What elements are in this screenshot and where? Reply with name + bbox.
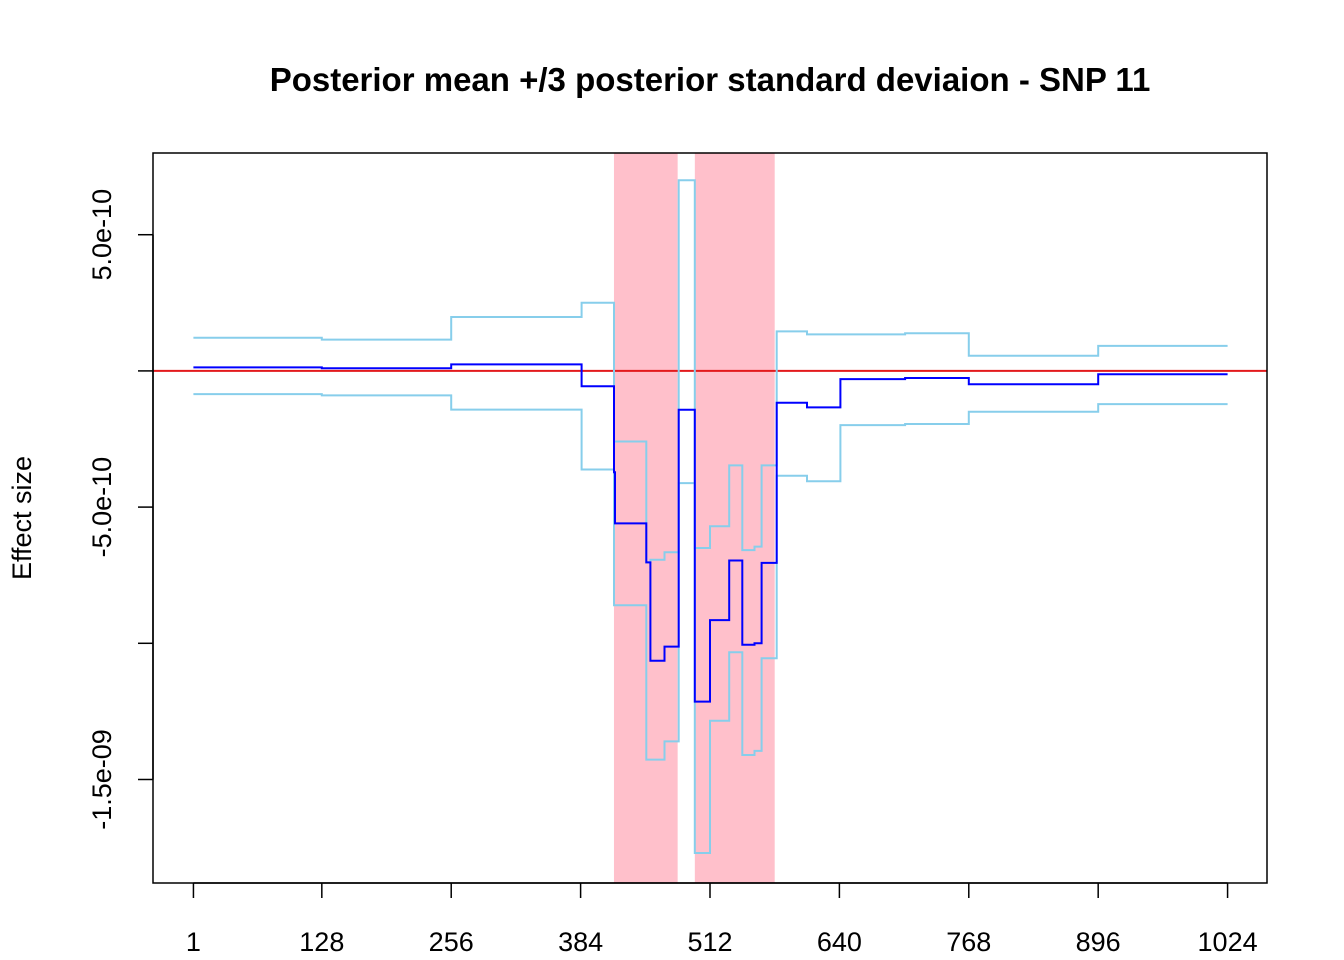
x-tick-label: 896 <box>1076 927 1121 957</box>
x-tick-label: 640 <box>817 927 862 957</box>
highlight-region-2 <box>694 153 775 883</box>
series-line-upper <box>193 179 1228 564</box>
y-axis-label: Effect size <box>7 456 37 580</box>
y-tick-label: -5.0e-10 <box>87 457 117 558</box>
y-tick-label: 5.0e-10 <box>87 189 117 281</box>
chart-title: Posterior mean +/3 posterior standard de… <box>270 61 1151 98</box>
y-axis: 5.0e-10 -5.0e-10 -1.5e-09 <box>87 189 154 830</box>
x-axis: 1 128 256 384 512 640 768 896 1024 <box>186 882 1258 957</box>
series-group <box>193 179 1228 854</box>
y-tick-label: -1.5e-09 <box>87 729 117 830</box>
x-tick-label: 1 <box>186 927 201 957</box>
series-line-lower <box>193 393 1228 854</box>
x-tick-label: 1024 <box>1198 927 1258 957</box>
x-tick-label: 256 <box>429 927 474 957</box>
x-tick-label: 384 <box>558 927 603 957</box>
x-tick-label: 768 <box>946 927 991 957</box>
series-line-mean <box>193 363 1228 703</box>
x-tick-label: 128 <box>299 927 344 957</box>
x-tick-label: 512 <box>687 927 732 957</box>
